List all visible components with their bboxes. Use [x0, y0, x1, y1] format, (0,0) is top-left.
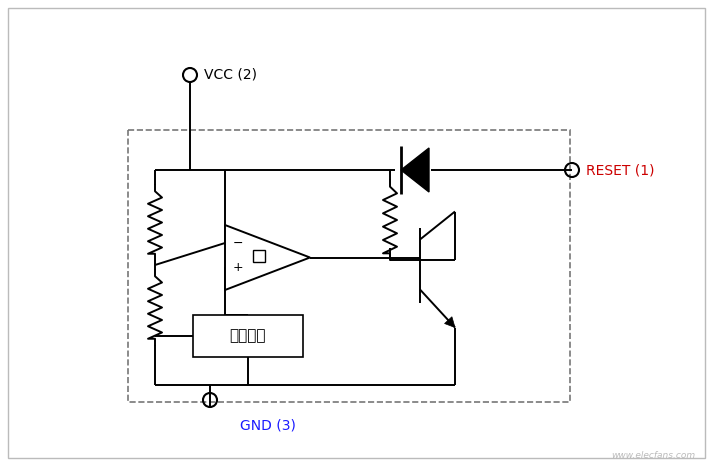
- Polygon shape: [225, 225, 310, 290]
- Bar: [193, 315, 303, 357]
- Text: −: −: [233, 236, 244, 250]
- Text: GND (3): GND (3): [240, 418, 296, 432]
- Polygon shape: [401, 148, 429, 192]
- Text: +: +: [233, 261, 244, 274]
- Bar: [128, 130, 570, 402]
- Text: RESET (1): RESET (1): [586, 163, 654, 177]
- Bar: [253, 249, 265, 262]
- Text: VCC (2): VCC (2): [204, 68, 257, 82]
- Polygon shape: [445, 317, 455, 327]
- Text: www.elecfans.com: www.elecfans.com: [611, 451, 695, 460]
- Text: 比较电压: 比较电压: [230, 329, 266, 343]
